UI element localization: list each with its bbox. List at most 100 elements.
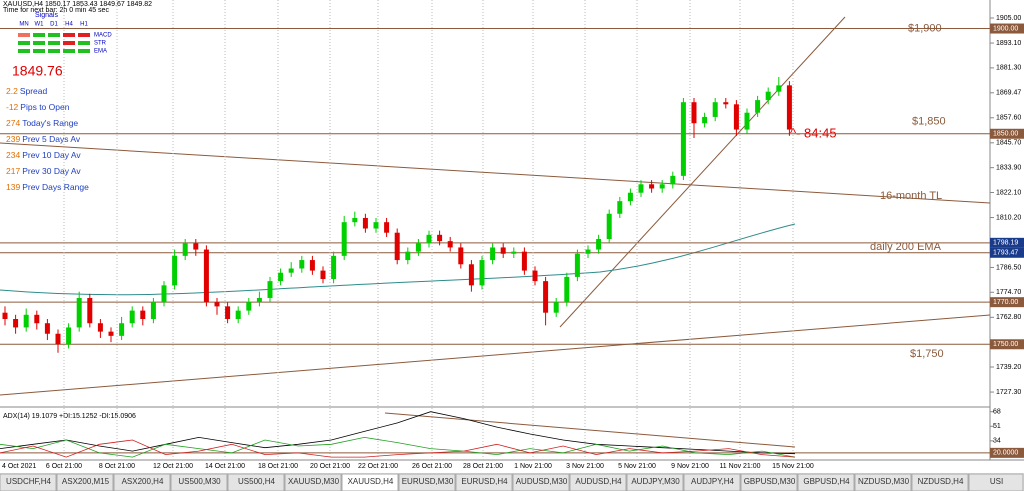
signal-cell <box>33 49 45 53</box>
signal-row: STR <box>94 41 107 47</box>
x-tick-label: 18 Oct 21:00 <box>258 463 298 470</box>
stat-value: 239 <box>6 134 20 144</box>
signal-row: EMA <box>94 49 107 55</box>
candle-body <box>574 253 580 277</box>
tab[interactable] <box>797 473 855 491</box>
tab[interactable] <box>740 473 798 491</box>
signal-cell <box>78 41 90 45</box>
candle-body <box>458 247 464 265</box>
candle-body <box>34 314 40 324</box>
level-tag <box>990 237 1024 248</box>
tab[interactable] <box>569 473 627 491</box>
level-label: 1900.00 <box>993 25 1018 32</box>
tab[interactable] <box>512 473 570 491</box>
candle-body <box>511 251 517 254</box>
candle-body <box>468 264 474 286</box>
candle-body <box>129 310 135 324</box>
signal-column: W1 <box>35 22 45 28</box>
tab[interactable] <box>626 473 684 491</box>
tab[interactable] <box>341 473 399 491</box>
tab[interactable] <box>56 473 114 491</box>
signals-title: Signals <box>35 12 58 19</box>
tab-label: USI <box>990 477 1003 486</box>
candle-body <box>87 297 93 324</box>
tab-label: XAUUSD,H4 <box>348 477 394 486</box>
tab-label: AUDJPY,H4 <box>691 477 735 486</box>
signal-row: MACD <box>94 33 112 39</box>
y-tick-label: 1786.50 <box>996 264 1021 271</box>
stat-value: 217 <box>6 166 20 176</box>
stat: 234 Prev 10 Day Av <box>6 150 81 160</box>
candle-body <box>341 222 347 256</box>
tab[interactable] <box>455 473 513 491</box>
stat: -12 Pips to Open <box>6 102 70 112</box>
level-label: 1850.00 <box>993 131 1018 138</box>
candle-body <box>384 222 390 233</box>
tab[interactable] <box>398 473 456 491</box>
stat: 274 Today's Range <box>6 118 78 128</box>
candle-body <box>161 285 167 303</box>
candle-body <box>309 260 315 271</box>
x-tick-label: 26 Oct 21:00 <box>412 463 452 470</box>
level-tag <box>990 339 1024 350</box>
candle-body <box>288 268 294 273</box>
level-note: $1,750 <box>910 348 944 360</box>
candle-body <box>564 276 570 303</box>
tab-label: ASX200,H4 <box>122 477 164 486</box>
candle-body <box>638 184 644 193</box>
level-tag <box>990 247 1024 258</box>
y-tick-label: 1727.30 <box>996 389 1021 396</box>
candle-body <box>203 249 209 303</box>
signal-cell <box>18 41 30 45</box>
tab-label: AUDUSD,H4 <box>575 477 622 486</box>
y-tick-label: 51 <box>993 423 1001 430</box>
candle-body <box>299 260 305 269</box>
candle-body <box>649 184 655 189</box>
tab[interactable] <box>0 473 57 491</box>
candle-body <box>437 234 443 242</box>
tab[interactable] <box>170 473 228 491</box>
level-note: $1,850 <box>912 116 946 128</box>
candle-body <box>415 243 421 252</box>
level-tag <box>990 297 1024 308</box>
stat-value: 234 <box>6 150 20 160</box>
tab[interactable] <box>968 473 1024 491</box>
y-tick-label: 1845.70 <box>996 140 1021 147</box>
signal-column: H1 <box>80 22 88 28</box>
tab[interactable] <box>911 473 969 491</box>
tab[interactable] <box>854 473 912 491</box>
candle-body <box>214 302 220 307</box>
stat: 139 Prev Days Range <box>6 182 89 192</box>
candle-body <box>193 243 199 250</box>
tab[interactable] <box>227 473 285 491</box>
signal-cell <box>63 41 75 45</box>
candle-body <box>585 249 591 254</box>
candle-body <box>532 270 538 282</box>
candle-body <box>670 175 676 185</box>
candle-body <box>776 85 782 92</box>
candle-body <box>553 302 559 313</box>
candle-body <box>500 247 506 254</box>
candle-body <box>447 241 453 248</box>
candle-body <box>786 85 792 130</box>
candle-body <box>617 201 623 214</box>
tab[interactable] <box>284 473 342 491</box>
candle-body <box>606 213 612 240</box>
y-tick-label: 1810.20 <box>996 214 1021 221</box>
stat-value: 274 <box>6 118 20 128</box>
level-tag <box>990 128 1024 139</box>
level-tag <box>990 23 1024 34</box>
indicator-line <box>0 436 796 458</box>
tab[interactable] <box>113 473 171 491</box>
x-tick-label: 15 Nov 21:00 <box>772 463 814 470</box>
signal-cell <box>18 49 30 53</box>
indicator-line <box>0 411 796 455</box>
stat-label: Pips to Open <box>20 102 69 112</box>
level-label: 1793.47 <box>993 250 1018 257</box>
x-tick-label: 9 Nov 21:00 <box>671 463 709 470</box>
current-price: 1849.76 <box>12 63 63 79</box>
candle-body <box>55 333 61 345</box>
tab[interactable] <box>683 473 741 491</box>
x-tick-label: 5 Nov 21:00 <box>618 463 656 470</box>
